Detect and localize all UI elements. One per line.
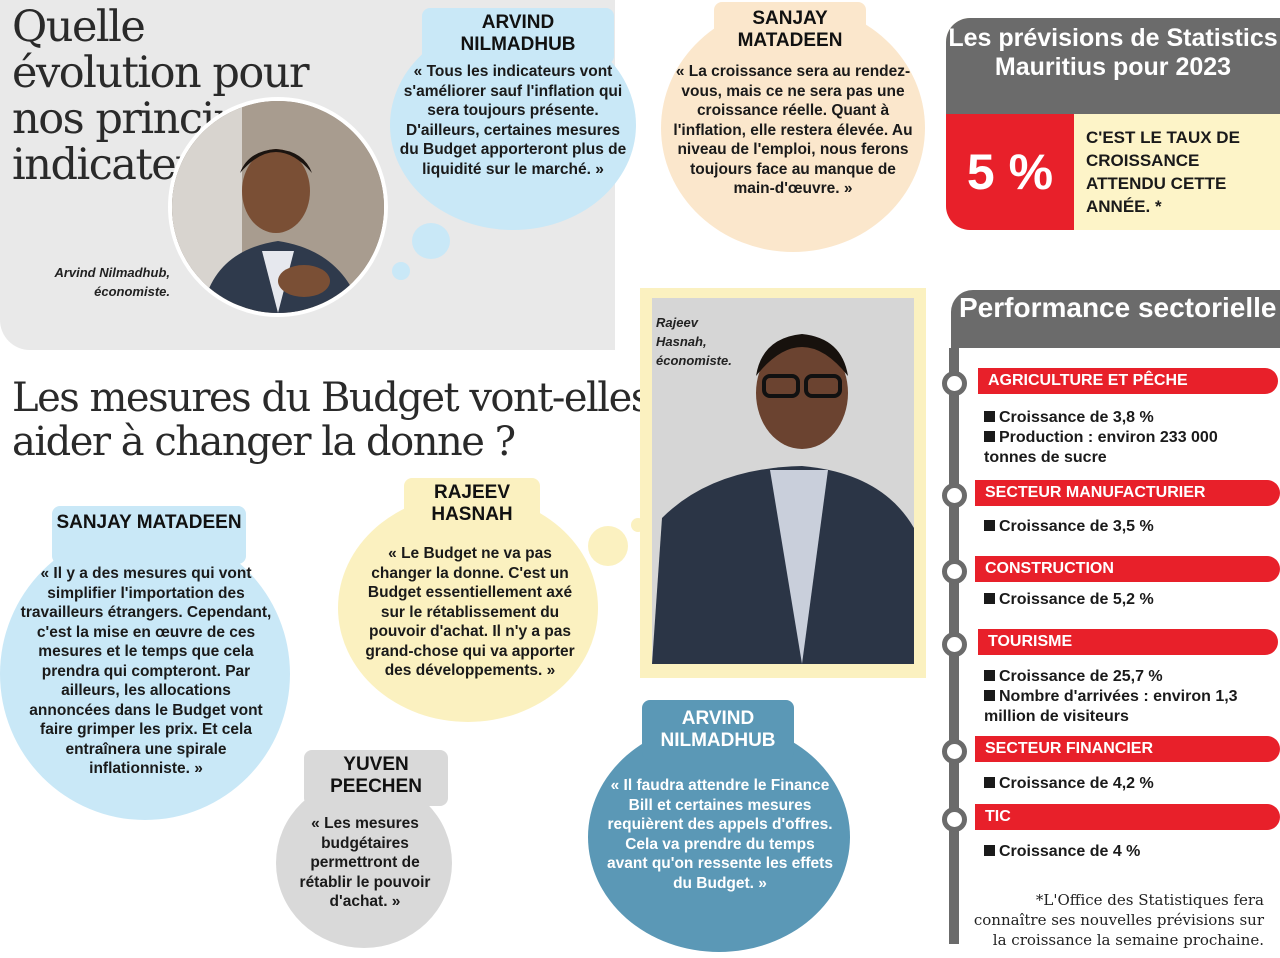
arvind-caption: Arvind Nilmadhub, économiste. — [54, 265, 170, 299]
bullet-square-icon — [984, 690, 995, 701]
quote-text-arvind-top: « Tous les indicateurs vont s'améliorer … — [399, 63, 627, 178]
sector-bar-agriculture: AGRICULTURE ET PÊCHE — [978, 368, 1278, 394]
timeline-dot — [942, 483, 967, 508]
quote-name-sanjay-bottom: SANJAY MATADEEN — [52, 506, 246, 564]
quote-bubble-sanjay-bottom — [0, 528, 290, 820]
quote-text-sanjay-top: « La croissance sera au rendez-vous, mai… — [673, 63, 913, 197]
bullet-square-icon — [984, 520, 995, 531]
thought-dot — [412, 223, 450, 259]
sector-bar-tourism: TOURISME — [978, 629, 1278, 655]
performance-title: Performance sectorielle — [951, 290, 1280, 348]
quote-text-sanjay-bottom: « Il y a des mesures qui vont simplifier… — [20, 565, 272, 777]
quote-name-arvind-bottom: ARVIND NILMADHUB — [642, 700, 794, 760]
bullet-square-icon — [984, 670, 995, 681]
rajeev-caption: Rajeev Hasnah, économiste. — [656, 315, 732, 368]
arvind-photo — [168, 97, 388, 317]
timeline-dot — [942, 371, 967, 396]
quote-text-arvind-bottom: « Il faudra attendre le Finance Bill et … — [607, 777, 833, 892]
sector-item: Croissance de 4,2 % — [984, 774, 1264, 794]
timeline-dot — [942, 807, 967, 832]
quote-name-yuven: YUVEN PEECHEN — [304, 750, 448, 806]
sector-item: Croissance de 3,8 % — [984, 408, 1264, 428]
rajeev-portrait-illustration — [652, 298, 914, 664]
bullet-square-icon — [984, 777, 995, 788]
bullet-square-icon — [984, 845, 995, 856]
timeline-dot — [942, 739, 967, 764]
footnote: *L'Office des Statistiques fera connaîtr… — [973, 891, 1264, 949]
bullet-square-icon — [984, 431, 995, 442]
sector-bar-construction: CONSTRUCTION — [975, 556, 1280, 582]
forecast-box: Les prévisions de Statistics Mauritius p… — [946, 18, 1280, 230]
sector-item: Croissance de 4 % — [984, 842, 1264, 862]
rajeev-photo — [652, 298, 914, 664]
quote-name-rajeev: RAJEEV HASNAH — [404, 478, 540, 534]
forecast-value: 5 % — [946, 114, 1074, 230]
sector-item: Croissance de 3,5 % — [984, 517, 1264, 537]
bullet-square-icon — [984, 593, 995, 604]
thought-dot — [588, 526, 628, 566]
arvind-portrait-illustration — [172, 101, 384, 313]
timeline-dot — [942, 632, 967, 657]
sector-bar-manufacturing: SECTEUR MANUFACTURIER — [975, 480, 1280, 506]
quote-text-rajeev: « Le Budget ne va pas changer la donne. … — [365, 545, 575, 679]
forecast-text: C'EST LE TAUX DE CROISSANCE ATTENDU CETT… — [1086, 128, 1240, 216]
quote-text-yuven: « Les mesures budgétaires permettront de… — [299, 815, 431, 910]
thought-dot — [631, 518, 645, 532]
quote-name-sanjay-top: SANJAY MATADEEN — [714, 2, 866, 62]
quote-bubble-yuven — [276, 778, 452, 948]
thought-dot — [392, 262, 410, 280]
bullet-square-icon — [984, 411, 995, 422]
sector-item: Croissance de 25,7 % — [984, 667, 1264, 687]
sector-item: Croissance de 5,2 % — [984, 590, 1264, 610]
quote-name-arvind-top: ARVIND NILMADHUB — [422, 8, 614, 64]
quote-bubble-arvind-bottom — [588, 722, 850, 952]
sector-bar-finance: SECTEUR FINANCIER — [975, 736, 1280, 762]
budget-title: Les mesures du Budget vont-elles aider à… — [12, 375, 651, 465]
sector-item: Production : environ 233 000 tonnes de s… — [984, 429, 1218, 466]
sector-bar-ict: TIC — [975, 804, 1280, 830]
sector-item: Nombre d'arrivées : environ 1,3 million … — [984, 688, 1238, 725]
timeline-dot — [942, 559, 967, 584]
forecast-title: Les prévisions de Statistics Mauritius p… — [946, 18, 1280, 114]
